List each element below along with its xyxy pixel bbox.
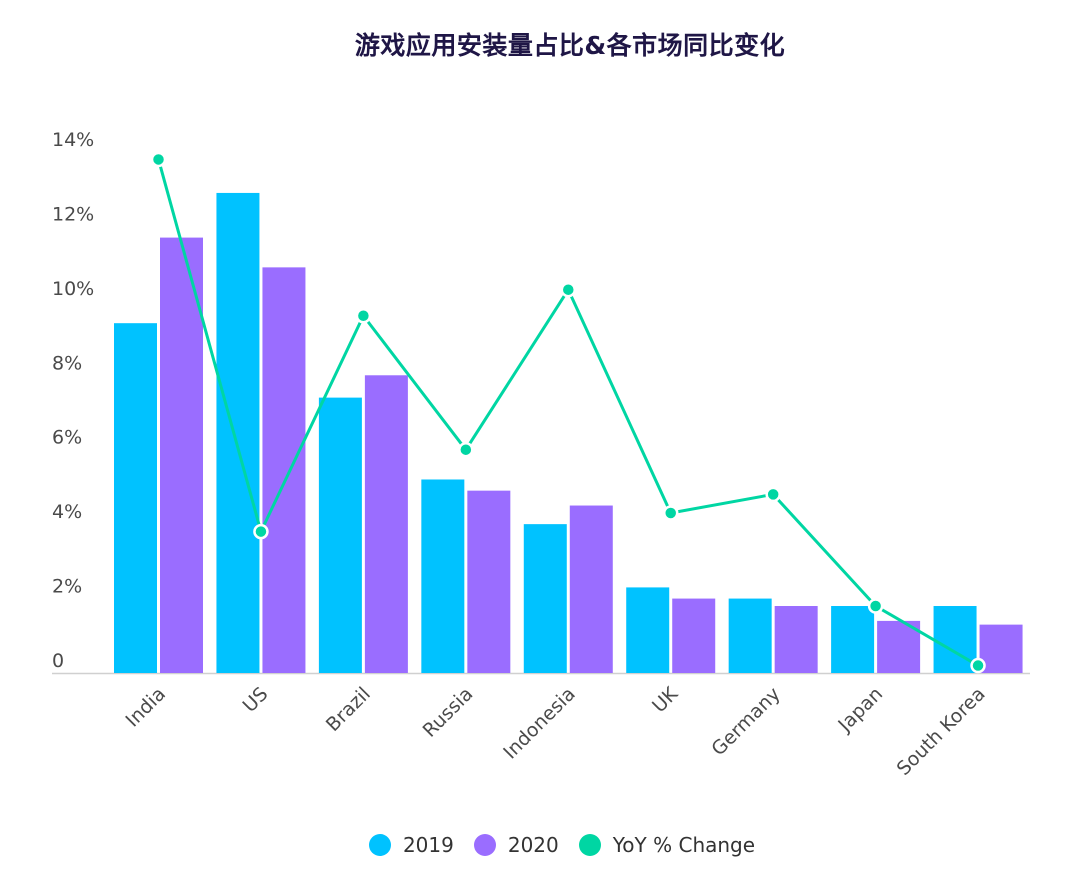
line-point-uk[interactable] — [662, 505, 679, 521]
x-tick-label: South Korea — [893, 683, 990, 780]
legend-item[interactable]: YoY % Change — [578, 833, 756, 857]
line-point-indonesia[interactable] — [560, 281, 577, 298]
x-tick-label: Indonesia — [499, 683, 580, 764]
bar-2020-us[interactable] — [262, 267, 306, 673]
bar-2019-russia[interactable] — [421, 479, 465, 673]
bar-2019-indonesia[interactable] — [523, 524, 567, 673]
y-tick-label: 0 — [52, 650, 64, 672]
line-point-russia[interactable] — [458, 441, 474, 458]
bar-2019-us[interactable] — [216, 192, 260, 673]
bar-2020-brazil[interactable] — [364, 375, 408, 673]
legend-swatch — [578, 834, 601, 856]
legend-label: YoY % Change — [612, 833, 756, 857]
y-tick-label: 12% — [52, 203, 94, 225]
x-tick-label: UK — [648, 683, 683, 718]
x-tick-label: US — [239, 683, 273, 717]
legend-item[interactable]: 2019 — [368, 833, 454, 857]
line-point-india[interactable] — [150, 151, 167, 168]
bar-2020-japan[interactable] — [877, 620, 921, 673]
bar-2019-south-korea[interactable] — [933, 606, 977, 673]
bar-2019-brazil[interactable] — [318, 397, 362, 673]
x-tick-label: Russia — [419, 683, 478, 742]
bar-2020-russia[interactable] — [467, 490, 511, 673]
chart-title: 游戏应用安装量占比&各市场同比变化 — [354, 31, 786, 60]
legend-label: 2019 — [402, 833, 454, 857]
legend-label: 2020 — [507, 833, 559, 857]
bar-2020-uk[interactable] — [672, 598, 716, 673]
y-tick-label: 10% — [52, 278, 94, 300]
line-point-germany[interactable] — [765, 486, 781, 503]
line-point-japan[interactable] — [867, 598, 884, 614]
line-point-south-korea[interactable] — [970, 657, 986, 674]
x-tick-label: India — [121, 683, 170, 732]
bar-2019-japan[interactable] — [831, 606, 875, 673]
y-tick-label: 8% — [52, 352, 82, 374]
line-point-us[interactable] — [253, 523, 269, 540]
x-tick-label: Japan — [833, 683, 887, 737]
bar-2019-germany[interactable] — [728, 598, 772, 673]
bar-2019-uk[interactable] — [626, 587, 670, 673]
bar-2020-indonesia[interactable] — [569, 505, 613, 673]
y-tick-label: 4% — [52, 501, 82, 523]
bar-2019-india[interactable] — [114, 323, 157, 673]
chart-legend: 2019 2020 YoY % Change — [0, 833, 1080, 857]
y-tick-label: 6% — [52, 427, 82, 449]
bar-2020-india[interactable] — [160, 237, 203, 674]
legend-swatch — [473, 834, 496, 856]
bar-2020-south-korea[interactable] — [979, 624, 1023, 673]
y-tick-label: 2% — [52, 576, 82, 598]
legend-item[interactable]: 2020 — [473, 833, 559, 857]
x-tick-label: Brazil — [322, 683, 375, 736]
x-tick-label: Germany — [707, 683, 784, 760]
bar-2020-germany[interactable] — [774, 606, 818, 673]
line-point-brazil[interactable] — [355, 307, 372, 324]
y-tick-label: 14% — [52, 129, 94, 151]
legend-swatch — [368, 834, 391, 856]
